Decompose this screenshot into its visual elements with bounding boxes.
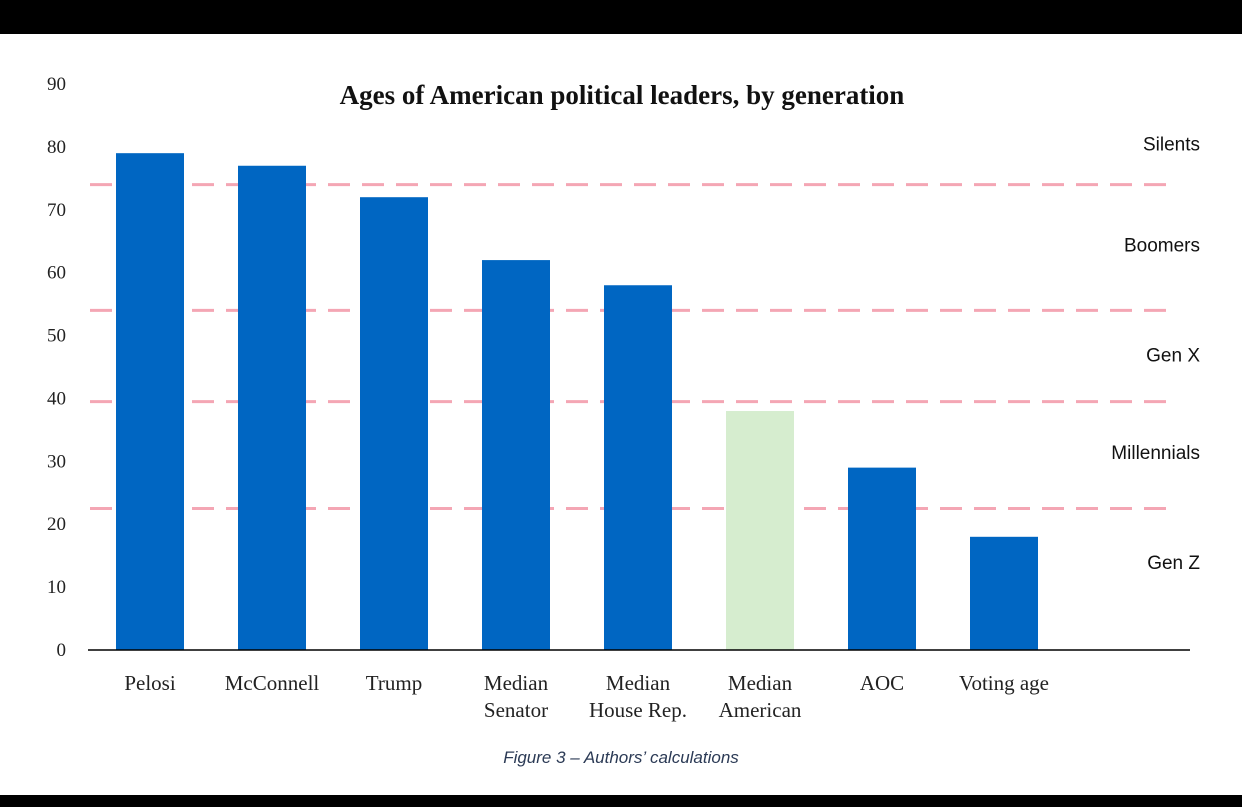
generation-label: Silents bbox=[1143, 135, 1200, 156]
bar-chart: Ages of American political leaders, by g… bbox=[47, 74, 1200, 722]
x-tick-label: AOC bbox=[860, 671, 904, 695]
generation-label: Millennials bbox=[1111, 443, 1200, 464]
x-axis: Pelosi McConnell Trump Median Senator Median H… bbox=[88, 649, 1190, 722]
y-tick-label: 50 bbox=[47, 326, 66, 347]
bar bbox=[360, 197, 428, 650]
bar bbox=[848, 467, 916, 650]
x-tick-label: Median American bbox=[719, 671, 802, 722]
bar bbox=[604, 285, 672, 650]
x-tick-label: Pelosi bbox=[124, 671, 176, 695]
y-tick-label: 10 bbox=[47, 577, 66, 598]
x-tick-label: Median House Rep. bbox=[589, 671, 687, 722]
x-tick-label: Median Senator bbox=[484, 671, 549, 722]
figure-caption: Figure 3 – Authors’ calculations bbox=[503, 748, 739, 767]
y-tick-label: 90 bbox=[47, 74, 66, 95]
bars bbox=[116, 153, 1038, 650]
bar bbox=[970, 536, 1038, 650]
chart-title: Ages of American political leaders, by g… bbox=[340, 80, 905, 110]
generation-labels: Silents Boomers Gen X Millennials Gen Z bbox=[1111, 135, 1200, 574]
y-tick-label: 70 bbox=[47, 200, 66, 221]
generation-label: Boomers bbox=[1124, 235, 1200, 256]
generation-label: Gen X bbox=[1146, 345, 1200, 366]
y-tick-label: 80 bbox=[47, 137, 66, 158]
bar bbox=[238, 165, 306, 650]
x-tick-label: Voting age bbox=[959, 671, 1049, 695]
chart-panel: Ages of American political leaders, by g… bbox=[0, 34, 1242, 795]
x-tick-label: McConnell bbox=[225, 671, 320, 695]
bar bbox=[116, 153, 184, 650]
y-tick-label: 0 bbox=[57, 640, 67, 661]
y-tick-label: 60 bbox=[47, 263, 66, 284]
y-tick-label: 20 bbox=[47, 514, 66, 535]
generation-label: Gen Z bbox=[1147, 553, 1200, 574]
bar bbox=[726, 411, 794, 650]
y-axis: 0 10 20 30 40 50 60 70 80 90 bbox=[47, 74, 66, 661]
y-tick-label: 30 bbox=[47, 451, 66, 472]
x-tick-label: Trump bbox=[366, 671, 422, 695]
bar bbox=[482, 260, 550, 650]
y-tick-label: 40 bbox=[47, 388, 66, 409]
